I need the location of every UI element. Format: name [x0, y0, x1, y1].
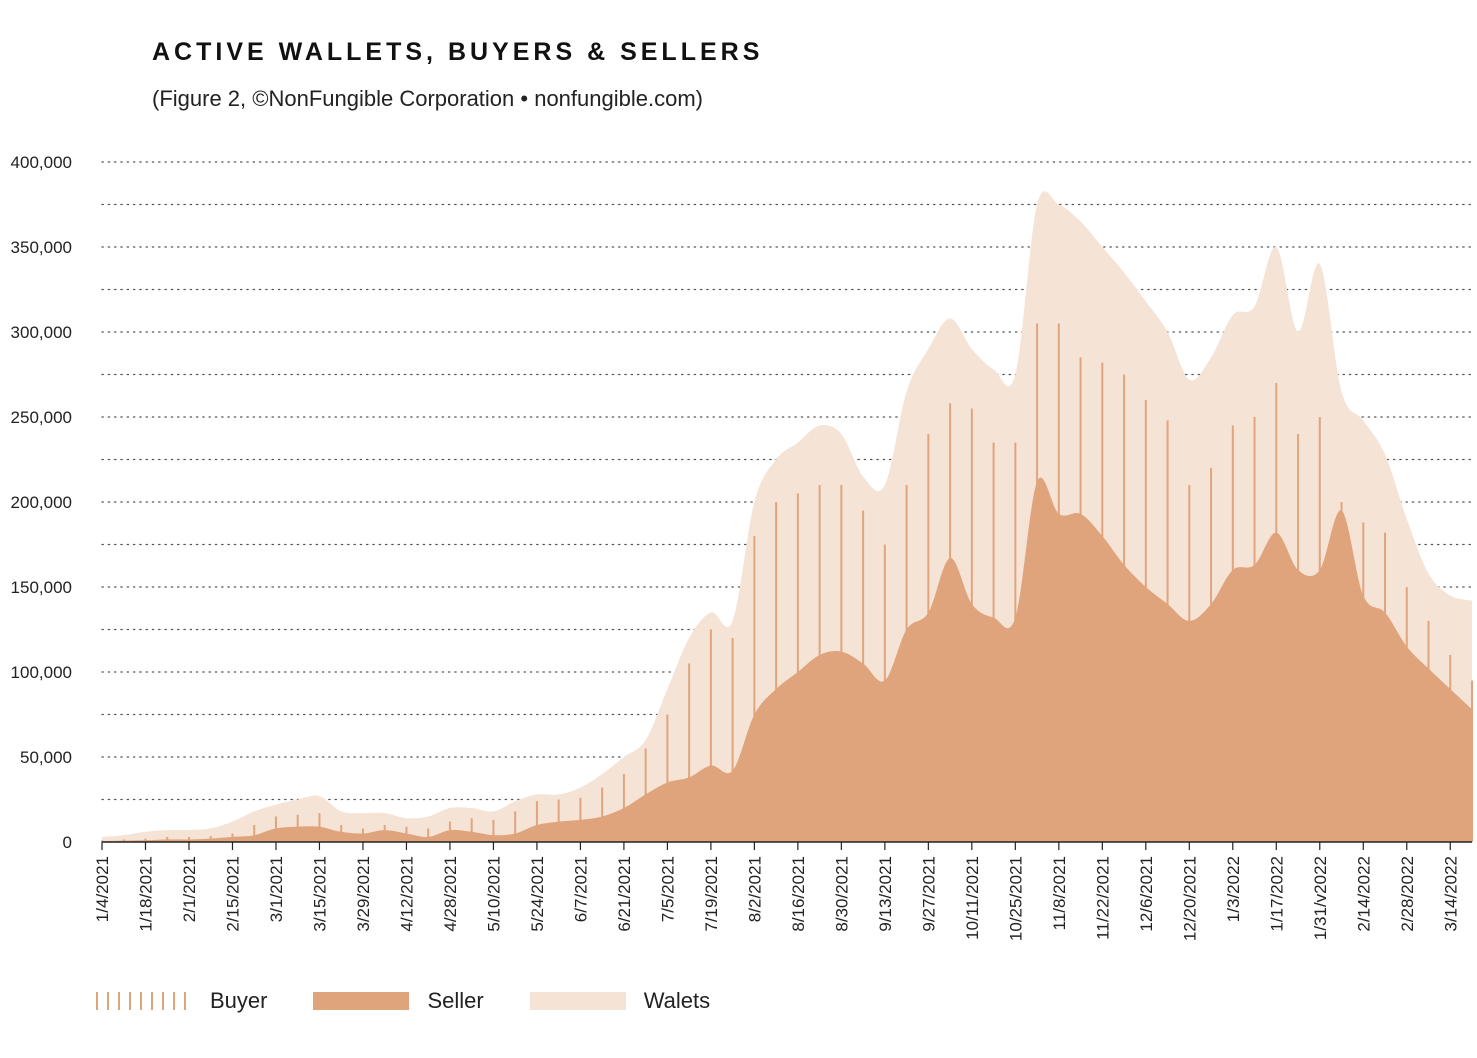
legend-item-buyer: Buyer: [96, 988, 267, 1014]
area-chart: 0 50,000 100,000 150,000 200,000 250,000 300,0…: [11, 153, 1473, 941]
x-tick-label: 3/15/2021: [310, 856, 329, 932]
x-tick-label: 6/7/2021: [571, 856, 590, 922]
x-tick-label: 7/19/2021: [702, 856, 721, 932]
x-tick-label: 11/22/2021: [1093, 856, 1112, 940]
x-tick-label: 11/8/2021: [1050, 856, 1069, 930]
y-tick-label: 50,000: [20, 748, 72, 767]
y-tick-label: 0: [63, 833, 72, 852]
x-tick-label: 5/10/2021: [484, 856, 503, 932]
y-tick-label: 400,000: [11, 153, 72, 172]
y-tick-label: 150,000: [11, 578, 72, 597]
x-tick-label: 1/17/2022: [1267, 856, 1286, 932]
x-tick-label: 2/28/2022: [1398, 856, 1417, 932]
seller-area: [102, 477, 1472, 842]
x-tick-label: 3/14/2022: [1441, 856, 1460, 932]
y-axis: 0 50,000 100,000 150,000 200,000 250,000 300,0…: [11, 153, 72, 852]
x-axis: 1/4/2021 1/18/2021 2/1/2021 2/15/2021 3/1/20…: [93, 842, 1460, 941]
legend-label-wallets: Walets: [643, 988, 711, 1013]
x-tick-label: 9/27/2021: [919, 856, 938, 932]
x-tick-label: 10/25/2021: [1006, 856, 1025, 941]
seller-swatch: [313, 992, 410, 1010]
x-tick-label: 4/12/2021: [397, 856, 416, 932]
x-tick-label: 5/24/2021: [528, 856, 547, 932]
x-tick-label: 7/5/2021: [658, 856, 677, 922]
legend-label-buyer: Buyer: [210, 988, 268, 1013]
y-tick-label: 250,000: [11, 408, 72, 427]
legend-label-seller: Seller: [427, 988, 484, 1013]
x-tick-label: 1/3/2022: [1224, 856, 1243, 922]
x-tick-label: 1/18/2021: [136, 856, 155, 932]
x-tick-label: 12/20/2021: [1180, 856, 1199, 941]
x-tick-label: 2/15/2021: [223, 856, 242, 932]
y-tick-label: 200,000: [11, 493, 72, 512]
x-tick-label: 8/2/2021: [745, 856, 764, 922]
buyer-swatch: [96, 992, 192, 1010]
x-tick-label: 1/4/2021: [93, 856, 112, 922]
x-tick-label: 10/11/2021: [963, 856, 982, 940]
x-tick-label: 2/1/2021: [180, 856, 199, 922]
x-tick-label: 2/14/2022: [1354, 856, 1373, 932]
legend-item-wallets: Walets: [529, 988, 711, 1014]
y-tick-label: 300,000: [11, 323, 72, 342]
chart-title: ACTIVE WALLETS, BUYERS & SELLERS: [152, 38, 764, 66]
legend-item-seller: Seller: [313, 988, 484, 1014]
x-tick-label: 3/29/2021: [354, 856, 373, 932]
x-tick-label: 6/21/2021: [615, 856, 634, 932]
x-tick-label: 8/30/2021: [832, 856, 851, 932]
x-tick-label: 4/28/2021: [441, 856, 460, 932]
wallets-swatch: [529, 992, 626, 1010]
x-tick-label: 1/31/v2022: [1311, 856, 1330, 940]
legend: Buyer Seller Walets: [96, 988, 756, 1014]
y-tick-label: 350,000: [11, 238, 72, 257]
x-tick-label: 9/13/2021: [876, 856, 895, 932]
x-tick-label: 8/16/2021: [789, 856, 808, 932]
x-tick-label: 3/1/2021: [267, 856, 286, 922]
x-tick-label: 12/6/2021: [1137, 856, 1156, 932]
chart-subtitle: (Figure 2, ©NonFungible Corporation • no…: [152, 86, 703, 111]
y-tick-label: 100,000: [11, 663, 72, 682]
